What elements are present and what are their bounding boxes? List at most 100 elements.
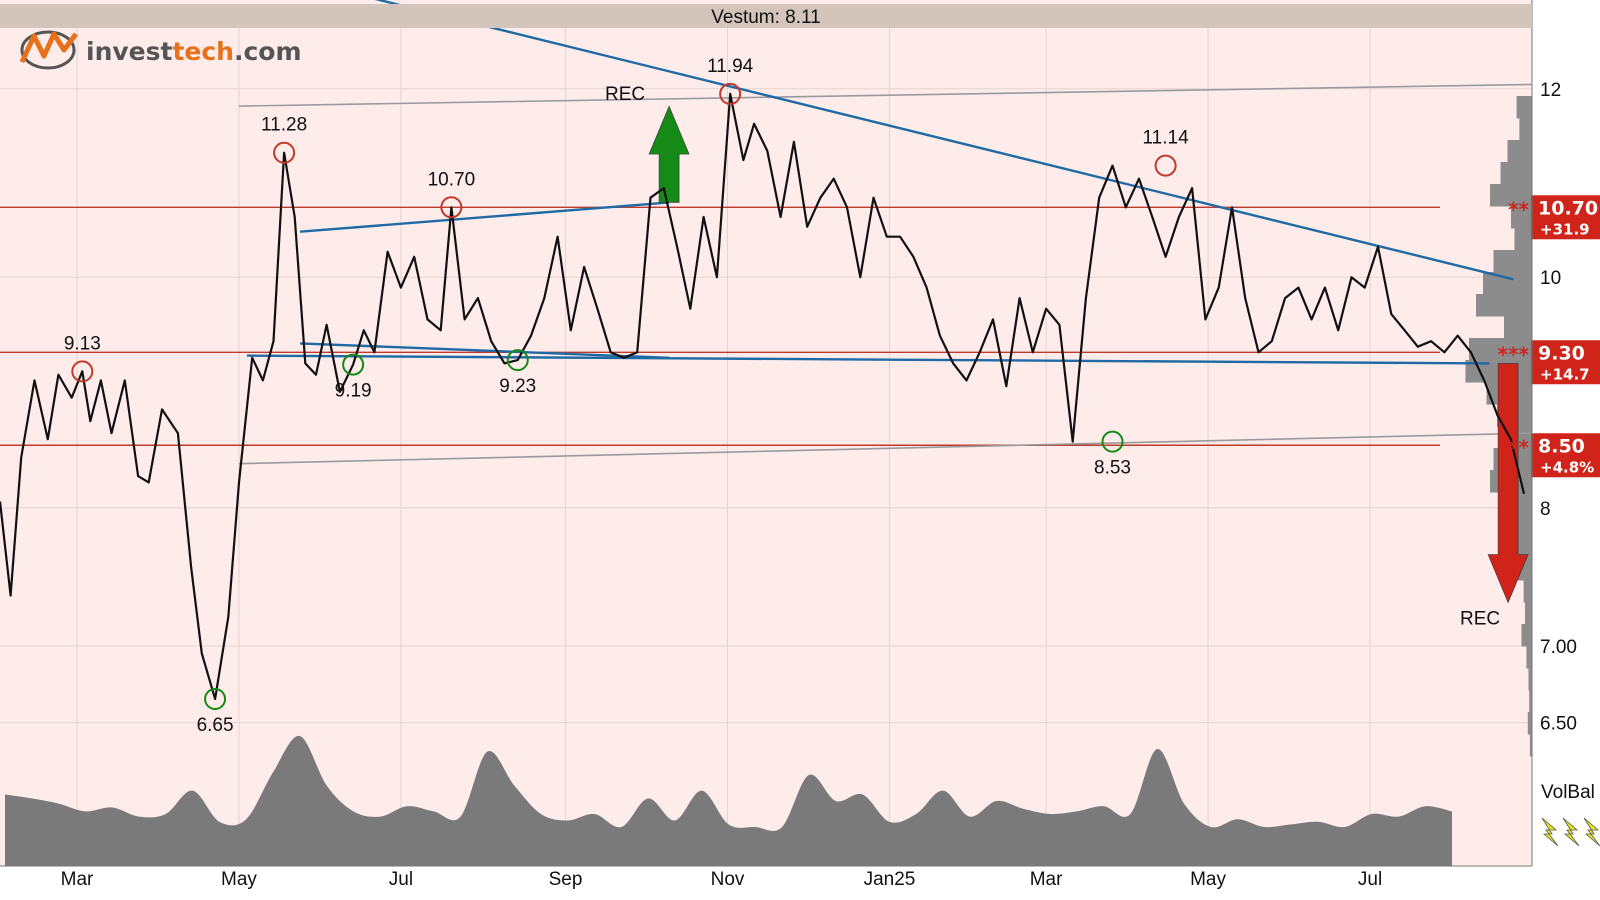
logo: investtech.com [19, 30, 302, 70]
volume-profile-bar [1519, 118, 1532, 141]
volume-profile-bar [1529, 690, 1532, 713]
sell-signal-arrow [1487, 363, 1529, 604]
level-badges: 10.70+31.9 ** 9.30+14.7 *** 8.50+4.8% ** [1498, 195, 1600, 478]
top-marker [71, 360, 94, 383]
volbal-shape [5, 735, 1452, 866]
trend-lines [246, 0, 1514, 365]
volume-profile-bar [1529, 734, 1532, 757]
volume-profile-bar [1511, 206, 1532, 229]
signal-arrows: REC REC [605, 84, 1529, 630]
x-tick-label: Mar [1030, 869, 1063, 890]
bottom-marker [204, 688, 227, 711]
level-stars: ** [1508, 197, 1529, 221]
level-badge [1531, 340, 1600, 385]
volume-profile-bar [1514, 228, 1532, 251]
signal-label: REC [1460, 609, 1500, 630]
trend-line [299, 201, 670, 233]
volbal-arrow-icon [1562, 817, 1580, 847]
logo-part-com: .com [234, 37, 302, 66]
extrema-markers: 9.13 6.65 11.28 9.19 10.70 9.23 11.94 8.53 11.14 [64, 56, 1189, 736]
volbal-label: VolBal [1541, 782, 1595, 803]
top-marker [1154, 154, 1177, 177]
y-tick-label: 8 [1540, 499, 1551, 520]
chart-title: Vestum: 8.11 [711, 7, 821, 28]
trend-line [299, 342, 670, 360]
x-tick-label: Nov [711, 869, 745, 890]
bottom-marker [1101, 430, 1124, 453]
level-badge-change: +4.8% [1540, 458, 1594, 476]
volbal-area [5, 735, 1452, 866]
volume-profile-bar [1493, 250, 1532, 273]
gray-channel-line [238, 432, 1533, 465]
gray-channel-line [238, 83, 1533, 107]
gray-channel [238, 83, 1533, 465]
volume-profile-bar [1476, 294, 1532, 317]
volbal-arrow-icon [1541, 817, 1559, 847]
x-tick-label: May [221, 869, 257, 890]
bottom-marker [506, 349, 529, 372]
top-marker [273, 141, 296, 164]
level-badge-change: +31.9 [1540, 220, 1590, 238]
trend-line [374, 0, 1514, 281]
bottom-marker [342, 353, 365, 376]
extrema-label: 11.14 [1143, 128, 1190, 149]
extrema-label: 11.94 [707, 56, 754, 77]
top-marker [719, 82, 742, 105]
level-badge-value: 10.70 [1538, 197, 1598, 219]
volume-profile-bar [1483, 272, 1532, 295]
volume-profile-bar [1526, 646, 1532, 669]
x-ticks: Mar May Jul Sep Nov Jan25 Mar May Jul [61, 869, 1383, 890]
volume-profile-bar [1516, 96, 1532, 119]
volume-profile-bar [1504, 316, 1532, 339]
volume-profile-bar [1521, 624, 1532, 647]
x-tick-label: May [1190, 869, 1226, 890]
level-badge-value: 8.50 [1538, 435, 1585, 457]
price-line [0, 92, 1526, 701]
volume-profile-bar [1528, 668, 1532, 691]
x-tick-label: Sep [549, 869, 583, 890]
x-tick-label: Jan25 [864, 869, 916, 890]
logo-text: investtech.com [86, 37, 302, 66]
y-tick-label: 7.00 [1540, 637, 1577, 658]
level-stars: *** [1498, 342, 1530, 366]
title-bar: Vestum: 8.11 [0, 4, 1532, 28]
buy-signal-arrow [648, 105, 690, 203]
y-tick-label: 10 [1540, 268, 1561, 289]
level-badge-change: +14.7 [1540, 365, 1590, 383]
extrema-label: 10.70 [428, 169, 476, 190]
price-series [0, 92, 1526, 701]
extrema-label: 6.65 [197, 715, 234, 736]
volume-profile-bar [1500, 162, 1532, 185]
logo-part-tech: tech [172, 37, 234, 66]
signal-label: REC [605, 84, 645, 105]
level-badge [1531, 433, 1600, 478]
trend-line [246, 354, 1490, 365]
title-bar-background [0, 4, 1532, 28]
plot-background [0, 0, 1532, 866]
top-marker [440, 196, 463, 219]
volume-profile-bar [1469, 338, 1532, 361]
extrema-label: 9.13 [64, 333, 101, 354]
axes [0, 0, 1533, 867]
volume-profile-bar [1490, 184, 1532, 207]
volbal-icons [1541, 817, 1600, 847]
logo-icon [19, 30, 78, 70]
level-badge-value: 9.30 [1538, 342, 1585, 364]
extrema-label: 9.19 [335, 381, 372, 402]
x-tick-label: Jul [389, 869, 413, 890]
logo-part-invest: invest [86, 37, 172, 66]
y-ticks: 12 10 8 7.00 6.50 [1540, 80, 1577, 735]
x-tick-label: Jul [1358, 869, 1382, 890]
level-badge [1531, 195, 1600, 240]
level-stars: ** [1508, 435, 1529, 459]
extrema-label: 8.53 [1094, 458, 1131, 479]
volume-profile-bar [1523, 580, 1532, 603]
extrema-label: 9.23 [499, 376, 536, 397]
y-tick-label: 6.50 [1540, 714, 1577, 735]
volume-profile-bar [1507, 140, 1532, 163]
x-tick-label: Mar [61, 869, 94, 890]
support-resistance-levels [0, 206, 1440, 446]
volume-profile-bar [1527, 712, 1532, 735]
